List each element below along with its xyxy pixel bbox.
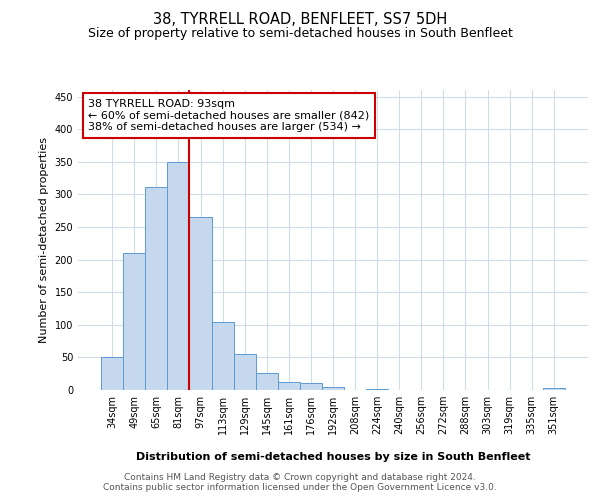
Bar [278,382,300,390]
Bar [543,388,565,390]
Y-axis label: Number of semi-detached properties: Number of semi-detached properties [39,137,49,343]
Bar [145,186,167,390]
Text: 38, TYRRELL ROAD, BENFLEET, SS7 5DH: 38, TYRRELL ROAD, BENFLEET, SS7 5DH [153,12,447,28]
Bar [167,162,190,390]
Bar [212,322,233,390]
Text: Contains HM Land Registry data © Crown copyright and database right 2024.
Contai: Contains HM Land Registry data © Crown c… [103,473,497,492]
Bar [300,383,322,390]
Bar [322,386,344,390]
Text: 38 TYRRELL ROAD: 93sqm
← 60% of semi-detached houses are smaller (842)
38% of se: 38 TYRRELL ROAD: 93sqm ← 60% of semi-det… [88,99,370,132]
Bar [123,253,145,390]
Text: Size of property relative to semi-detached houses in South Benfleet: Size of property relative to semi-detach… [88,28,512,40]
Bar [190,217,212,390]
Bar [256,373,278,390]
Text: Distribution of semi-detached houses by size in South Benfleet: Distribution of semi-detached houses by … [136,452,530,462]
Bar [101,358,123,390]
Bar [233,354,256,390]
